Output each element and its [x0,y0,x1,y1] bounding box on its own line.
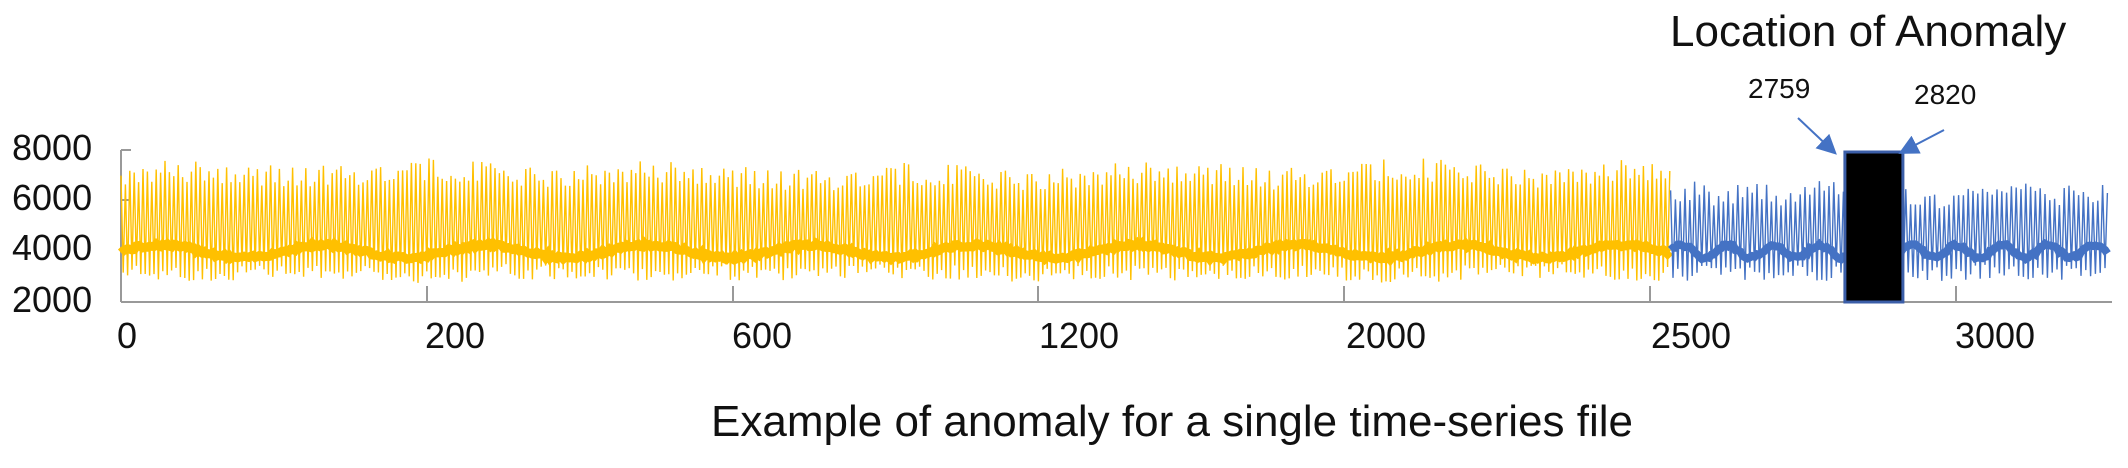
x-tick-label: 1200 [1039,315,1119,356]
anomaly-title: Location of Anomaly [1670,7,2066,56]
x-tick-label: 200 [425,315,485,356]
anomaly-start-label: 2759 [1748,73,1810,104]
series-normal-line [120,158,1671,283]
y-tick-label: 6000 [12,177,92,218]
arrow-to-end [1898,129,1945,154]
anomaly-region [1843,150,1905,304]
series-normal-mean-band [117,236,1673,267]
anomaly-end-label: 2820 [1914,79,1976,110]
y-tick-label: 2000 [12,279,92,320]
x-tick-label: 600 [732,315,792,356]
arrow-to-start [1797,117,1837,155]
y-tick-label: 8000 [12,127,92,168]
y-tick-label: 4000 [12,227,92,268]
x-tick-label: 2500 [1651,315,1731,356]
x-tick-label: 3000 [1955,315,2035,356]
x-tick-label: 2000 [1346,315,1426,356]
x-tick-label: 0 [117,315,137,356]
chart-caption: Example of anomaly for a single time-ser… [711,397,1633,446]
